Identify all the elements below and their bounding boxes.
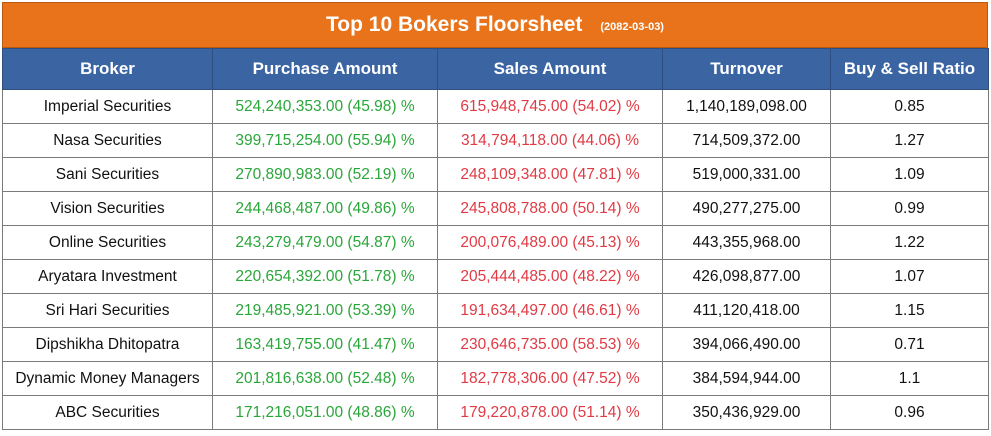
broker-name: Online Securities [2, 225, 213, 260]
col-header-ratio: Buy & Sell Ratio [830, 48, 989, 90]
buy-sell-ratio: 0.85 [830, 89, 989, 124]
turnover: 714,509,372.00 [662, 123, 831, 158]
purchase-amount: 220,654,392.00 (51.78) % [212, 259, 438, 294]
table-row: Nasa Securities 399,715,254.00 (55.94) %… [2, 123, 989, 158]
report-date: (2082-03-03) [600, 21, 664, 33]
sales-amount: 200,076,489.00 (45.13) % [437, 225, 663, 260]
sales-amount: 191,634,497.00 (46.61) % [437, 293, 663, 328]
table-row: Vision Securities 244,468,487.00 (49.86)… [2, 191, 989, 226]
page-title: Top 10 Bokers Floorsheet [326, 13, 583, 36]
sales-amount: 230,646,735.00 (58.53) % [437, 327, 663, 362]
turnover: 519,000,331.00 [662, 157, 831, 192]
broker-name: Imperial Securities [2, 89, 213, 124]
purchase-amount: 243,279,479.00 (54.87) % [212, 225, 438, 260]
purchase-amount: 399,715,254.00 (55.94) % [212, 123, 438, 158]
col-header-broker: Broker [2, 48, 213, 90]
table-row: Sani Securities 270,890,983.00 (52.19) %… [2, 157, 989, 192]
buy-sell-ratio: 1.27 [830, 123, 989, 158]
broker-name: Vision Securities [2, 191, 213, 226]
purchase-amount: 244,468,487.00 (49.86) % [212, 191, 438, 226]
turnover: 1,140,189,098.00 [662, 89, 831, 124]
purchase-amount: 163,419,755.00 (41.47) % [212, 327, 438, 362]
broker-name: Dynamic Money Managers [2, 361, 213, 396]
broker-name: Dipshikha Dhitopatra [2, 327, 213, 362]
table-row: Dipshikha Dhitopatra 163,419,755.00 (41.… [2, 327, 989, 362]
table-row: ABC Securities 171,216,051.00 (48.86) % … [2, 395, 989, 430]
buy-sell-ratio: 0.96 [830, 395, 989, 430]
purchase-amount: 219,485,921.00 (53.39) % [212, 293, 438, 328]
sales-amount: 314,794,118.00 (44.06) % [437, 123, 663, 158]
purchase-amount: 171,216,051.00 (48.86) % [212, 395, 438, 430]
table-row: Aryatara Investment 220,654,392.00 (51.7… [2, 259, 989, 294]
buy-sell-ratio: 1.15 [830, 293, 989, 328]
table-row: Sri Hari Securities 219,485,921.00 (53.3… [2, 293, 989, 328]
col-header-sales: Sales Amount [437, 48, 663, 90]
buy-sell-ratio: 0.71 [830, 327, 989, 362]
broker-name: Sani Securities [2, 157, 213, 192]
broker-name: Aryatara Investment [2, 259, 213, 294]
turnover: 426,098,877.00 [662, 259, 831, 294]
header-row: Broker Purchase Amount Sales Amount Turn… [2, 48, 989, 90]
buy-sell-ratio: 1.07 [830, 259, 989, 294]
sales-amount: 182,778,306.00 (47.52) % [437, 361, 663, 396]
sales-amount: 615,948,745.00 (54.02) % [437, 89, 663, 124]
broker-name: Sri Hari Securities [2, 293, 213, 328]
buy-sell-ratio: 0.99 [830, 191, 989, 226]
col-header-turnover: Turnover [662, 48, 831, 90]
purchase-amount: 524,240,353.00 (45.98) % [212, 89, 438, 124]
broker-name: ABC Securities [2, 395, 213, 430]
col-header-purchase: Purchase Amount [212, 48, 438, 90]
turnover: 443,355,968.00 [662, 225, 831, 260]
buy-sell-ratio: 1.09 [830, 157, 989, 192]
sales-amount: 245,808,788.00 (50.14) % [437, 191, 663, 226]
table-row: Online Securities 243,279,479.00 (54.87)… [2, 225, 989, 260]
buy-sell-ratio: 1.22 [830, 225, 989, 260]
turnover: 384,594,944.00 [662, 361, 831, 396]
turnover: 490,277,275.00 [662, 191, 831, 226]
turnover: 394,066,490.00 [662, 327, 831, 362]
turnover: 350,436,929.00 [662, 395, 831, 430]
sales-amount: 248,109,348.00 (47.81) % [437, 157, 663, 192]
broker-name: Nasa Securities [2, 123, 213, 158]
purchase-amount: 201,816,638.00 (52.48) % [212, 361, 438, 396]
table-row: Imperial Securities 524,240,353.00 (45.9… [2, 89, 989, 124]
buy-sell-ratio: 1.1 [830, 361, 989, 396]
sales-amount: 205,444,485.00 (48.22) % [437, 259, 663, 294]
broker-table: Broker Purchase Amount Sales Amount Turn… [2, 48, 989, 430]
purchase-amount: 270,890,983.00 (52.19) % [212, 157, 438, 192]
turnover: 411,120,418.00 [662, 293, 831, 328]
table-row: Dynamic Money Managers 201,816,638.00 (5… [2, 361, 989, 396]
sales-amount: 179,220,878.00 (51.14) % [437, 395, 663, 430]
title-banner: Top 10 Bokers Floorsheet (2082-03-03) [2, 2, 988, 48]
